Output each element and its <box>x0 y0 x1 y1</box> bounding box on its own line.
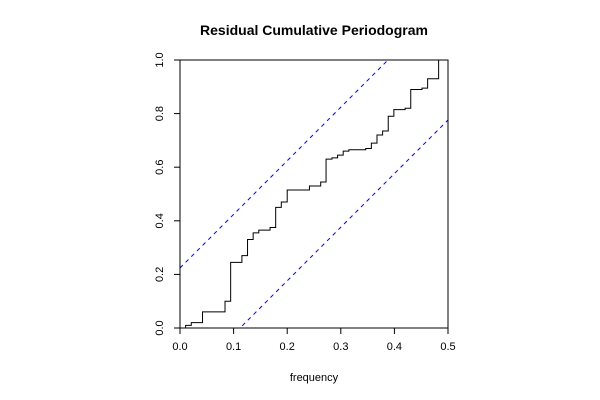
cumulative-periodogram-line <box>180 60 448 328</box>
plot-area <box>180 60 448 328</box>
y-tick-label: 0.2 <box>154 267 166 282</box>
y-tick-label: 0.4 <box>154 213 166 228</box>
plot-frame <box>179 59 449 329</box>
y-tick-label: 1.0 <box>154 52 166 67</box>
chart-title: Residual Cumulative Periodogram <box>200 22 428 38</box>
y-tick-label: 0.8 <box>154 106 166 121</box>
x-tick-label: 0.1 <box>226 341 241 353</box>
confidence-band-line-1 <box>180 60 389 269</box>
x-tick-label: 0.3 <box>333 341 348 353</box>
confidence-band-line-2 <box>239 119 448 328</box>
x-tick-label: 0.5 <box>440 341 455 353</box>
y-tick-label: 0.0 <box>154 320 166 335</box>
x-tick-label: 0.0 <box>172 341 187 353</box>
x-tick-label: 0.2 <box>280 341 295 353</box>
y-axis: 0.0 0.2 0.4 0.6 0.8 1.0 <box>154 52 181 336</box>
x-axis: 0.0 0.1 0.2 0.3 0.4 0.5 <box>172 327 456 353</box>
x-tick-label: 0.4 <box>387 341 402 353</box>
y-tick-label: 0.6 <box>154 160 166 175</box>
x-axis-label: frequency <box>290 372 339 384</box>
